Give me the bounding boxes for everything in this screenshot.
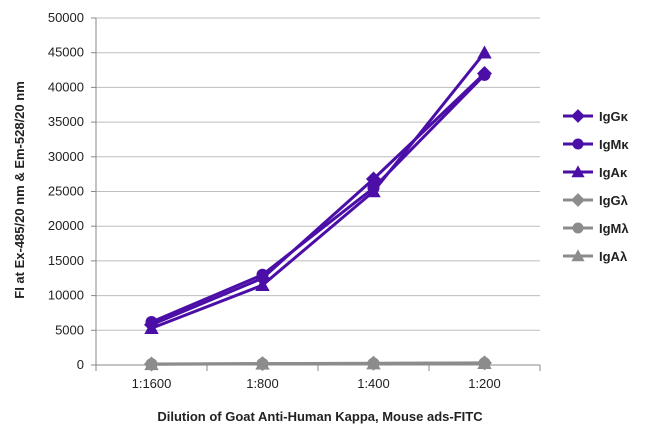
x-tick-label: 1:1600: [132, 376, 172, 391]
series-line: [151, 361, 485, 366]
y-tick-label: 25000: [48, 184, 84, 199]
y-tick-label: 0: [77, 357, 84, 372]
x-tick-labels: 1:1600 1:800 1:400 1:200: [132, 376, 501, 391]
data-point: [255, 356, 270, 372]
series-line: [150, 72, 486, 327]
gridlines: [96, 17, 540, 331]
x-tick-label: 1:800: [246, 376, 279, 391]
x-tick-label: 1:200: [468, 376, 501, 391]
legend-label: IgMλ: [599, 221, 629, 236]
legend-marker: [572, 138, 584, 150]
series-IgGκ: [144, 66, 492, 333]
legend-label: IgGκ: [599, 109, 629, 124]
data-point: [477, 355, 492, 371]
legend-marker: [571, 165, 585, 178]
legend-label: IgGλ: [599, 193, 629, 208]
data-point: [477, 66, 492, 82]
data-series: [144, 45, 492, 372]
y-tick-label: 20000: [48, 218, 84, 233]
y-tick-label: 10000: [48, 288, 84, 303]
legend-label: IgMκ: [599, 137, 629, 152]
data-point: [367, 182, 380, 195]
series-IgAκ: [144, 45, 492, 334]
legend-item: IgMκ: [563, 137, 629, 152]
data-point: [144, 317, 159, 333]
y-tick-label: 35000: [48, 114, 84, 129]
y-axis-label: FI at Ex-485/20 nm & Em-528/20 nm: [12, 81, 27, 298]
data-point: [144, 356, 159, 372]
y-tick-labels: 0 5000 10000 15000 20000 25000 30000 35000 40000…: [48, 10, 84, 372]
y-tick-label: 50000: [48, 10, 84, 25]
y-tick-label: 15000: [48, 253, 84, 268]
legend-label: IgAκ: [599, 165, 628, 180]
y-tick-label: 40000: [48, 79, 84, 94]
data-point: [366, 355, 381, 371]
y-tick-label: 5000: [55, 322, 84, 337]
legend-marker: [571, 109, 585, 123]
data-point: [366, 171, 381, 187]
y-tick-label: 30000: [48, 149, 84, 164]
legend: IgGκ IgMκ IgAκ IgGλ IgMλ IgAλ: [563, 109, 629, 264]
legend-item: IgAκ: [563, 165, 628, 180]
series-line: [150, 51, 486, 330]
legend-marker: [572, 222, 584, 234]
legend-marker: [571, 249, 585, 262]
legend-label: IgAλ: [599, 249, 628, 264]
series-line: [150, 73, 486, 324]
legend-item: IgGλ: [563, 193, 629, 208]
x-axis-label: Dilution of Goat Anti-Human Kappa, Mouse…: [157, 409, 483, 424]
legend-item: IgGκ: [563, 109, 629, 124]
legend-item: IgMλ: [563, 221, 629, 236]
data-point: [255, 270, 270, 286]
legend-marker: [571, 193, 585, 207]
y-tick-label: 45000: [48, 45, 84, 60]
x-tick-label: 1:400: [357, 376, 390, 391]
series-IgGλ: [144, 355, 492, 372]
data-point: [477, 45, 492, 59]
legend-item: IgAλ: [563, 249, 628, 264]
